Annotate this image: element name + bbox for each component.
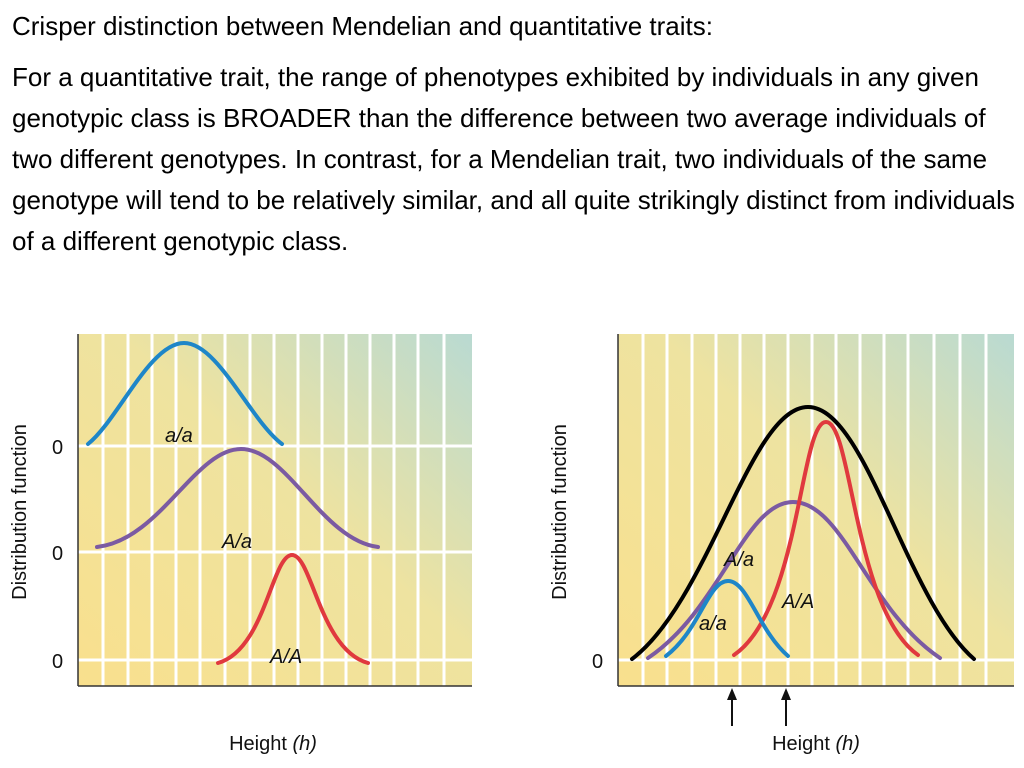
left-curve-aa [86, 340, 284, 446]
left-zero-label-1: 0 [52, 437, 63, 459]
left-zero-label-3: 0 [52, 651, 63, 673]
right-zero-label: 0 [592, 651, 603, 673]
left-label-aa: a/a [165, 425, 193, 447]
right-x-axis-label-var: (h) [835, 733, 859, 755]
left-curve-AA [216, 552, 370, 665]
right-curve-AA [732, 419, 920, 657]
left-curve-Aa [95, 446, 380, 549]
left-x-axis-label-text: Height [229, 733, 292, 755]
slide-paragraph: For a quantitative trait, the range of p… [12, 62, 1015, 256]
slide-title: Crisper distinction between Mendelian an… [12, 11, 713, 41]
arrow-icon-mean-aa [727, 688, 737, 726]
right-curve-aa [664, 578, 790, 658]
right-curve-total [630, 404, 976, 661]
arrow-icon-mean-Aa [781, 688, 791, 726]
right-curve-Aa [646, 499, 942, 660]
left-x-axis-label-var: (h) [292, 733, 316, 755]
right-label-aa: a/a [699, 613, 727, 635]
right-y-axis-label: Distribution function [549, 424, 571, 600]
right-diagram: A/a A/A a/a 0 Distribution function Heig… [549, 334, 1014, 755]
right-grid [618, 334, 1014, 686]
left-diagram: a/a A/a A/A 0 0 0 Distribution function … [9, 334, 472, 755]
left-label-AA: A/A [269, 646, 302, 668]
left-y-axis-label: Distribution function [9, 424, 31, 600]
right-x-axis-label-text: Height [772, 733, 835, 755]
left-zero-label-2: 0 [52, 543, 63, 565]
left-x-axis-label: Height (h) [229, 733, 317, 755]
left-label-Aa: A/a [221, 531, 252, 553]
right-x-axis-label: Height (h) [772, 733, 860, 755]
right-label-Aa: A/a [723, 549, 754, 571]
right-label-AA: A/A [781, 591, 814, 613]
